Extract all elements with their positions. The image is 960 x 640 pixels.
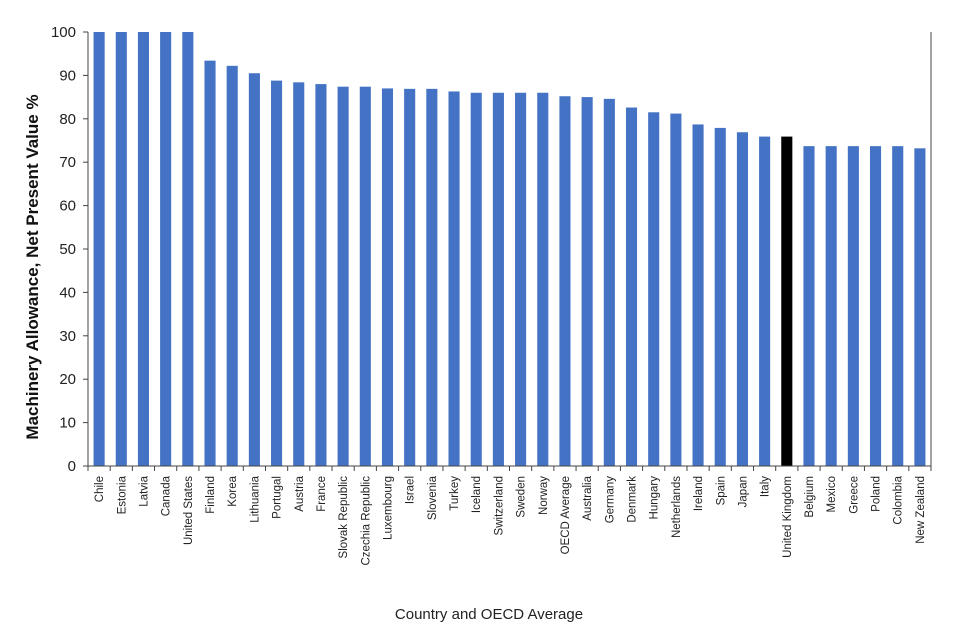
bar-mexico: [825, 146, 837, 466]
x-tick-label-slovenia: Slovenia: [427, 475, 439, 520]
y-tick-label: 10: [59, 415, 76, 432]
bar-austria: [293, 82, 305, 466]
y-tick-label: 40: [59, 284, 76, 301]
x-tick-label-new-zealand: New Zealand: [915, 476, 927, 544]
bar-poland: [869, 146, 882, 466]
x-tick-label-czechia-republic: Czechia Republic: [360, 476, 372, 566]
x-tick-label-chile: Chile: [94, 476, 106, 502]
bar-chile: [93, 32, 105, 466]
x-tick-label-spain: Spain: [715, 476, 727, 505]
bar-france: [315, 84, 327, 466]
x-tick-label-belgium: Belgium: [804, 476, 816, 518]
y-tick-label: 0: [68, 458, 76, 475]
x-tick-label-slovak-republic: Slovak Republic: [338, 476, 350, 559]
y-tick-label: 20: [59, 371, 76, 388]
bar-oecd-average: [559, 96, 571, 466]
x-tick-label-greece: Greece: [848, 476, 860, 514]
x-tick-label-turkey: Turkey: [449, 476, 461, 511]
bar-czechia-republic: [359, 86, 371, 467]
x-tick-label-united-kingdom: United Kingdom: [782, 476, 794, 558]
bar-denmark: [625, 107, 638, 467]
y-tick-label: 100: [51, 24, 76, 41]
bar-finland: [204, 60, 216, 466]
x-tick-label-ireland: Ireland: [693, 476, 705, 511]
x-tick-label-finland: Finland: [205, 476, 217, 514]
bars-group: [93, 32, 926, 467]
bar-greece: [847, 146, 859, 466]
bar-iceland: [470, 92, 482, 466]
x-tick-label-poland: Poland: [871, 476, 883, 512]
bar-new-zealand: [914, 148, 926, 466]
bar-germany: [603, 98, 615, 466]
y-tick-label: 60: [59, 198, 76, 215]
x-tick-label-australia: Australia: [582, 475, 594, 520]
x-tick-label-japan: Japan: [737, 476, 749, 507]
bar-luxembourg: [381, 88, 394, 467]
bar-hungary: [648, 112, 660, 466]
x-tick-label-lithuania: Lithuania: [249, 475, 261, 522]
x-tick-label-hungary: Hungary: [649, 476, 661, 520]
x-tick-label-oecd-average: OECD Average: [560, 476, 572, 554]
bar-norway: [537, 92, 549, 466]
bar-netherlands: [670, 113, 682, 466]
bar-canada: [160, 32, 172, 466]
x-tick-label-austria: Austria: [294, 475, 306, 511]
bar-australia: [581, 97, 593, 466]
bar-united-kingdom: [781, 136, 793, 466]
x-tick-label-france: France: [316, 476, 328, 512]
bar-latvia: [137, 32, 149, 466]
bar-slovak-republic: [337, 86, 349, 467]
x-tick-label-united-states: United States: [183, 476, 195, 545]
x-axis: Chile Estonia Latvia Canada United States Fin…: [87, 465, 932, 566]
x-tick-label-italy: Italy: [760, 476, 772, 497]
x-tick-label-norway: Norway: [538, 476, 550, 515]
bar-italy: [759, 136, 771, 466]
x-tick-label-iceland: Iceland: [471, 476, 483, 513]
x-tick-label-colombia: Colombia: [893, 475, 905, 524]
x-tick-label-canada: Canada: [161, 475, 173, 516]
x-tick-label-denmark: Denmark: [627, 476, 639, 523]
bar-japan: [736, 132, 748, 466]
bar-korea: [226, 65, 238, 466]
y-axis: 0 10 20 30 40 50 60 70 80 90 100: [51, 24, 932, 475]
bar-spain: [714, 127, 726, 466]
bar-united-states: [182, 32, 194, 466]
y-tick-label: 80: [59, 111, 76, 128]
y-tick-label: 70: [59, 154, 76, 171]
x-tick-label-mexico: Mexico: [826, 476, 838, 512]
x-axis-title: Country and OECD Average: [395, 606, 583, 623]
x-tick-label-sweden: Sweden: [516, 476, 528, 518]
x-tick-label-latvia: Latvia: [138, 475, 150, 506]
bar-colombia: [892, 146, 904, 466]
bar-estonia: [115, 32, 127, 466]
bar-slovenia: [426, 88, 438, 466]
bar-ireland: [692, 124, 704, 466]
bar-sweden: [515, 92, 527, 466]
bar-portugal: [271, 80, 283, 467]
x-tick-label-portugal: Portugal: [272, 476, 284, 519]
y-tick-label: 50: [59, 241, 76, 258]
y-tick-label: 90: [59, 67, 76, 84]
x-tick-label-germany: Germany: [604, 476, 616, 524]
x-tick-label-estonia: Estonia: [116, 475, 128, 514]
bar-switzerland: [492, 92, 504, 466]
bar-israel: [404, 88, 416, 466]
x-tick-label-israel: Israel: [405, 476, 417, 504]
bar-turkey: [448, 91, 460, 467]
x-tick-label-netherlands: Netherlands: [671, 476, 683, 538]
bar-belgium: [803, 146, 815, 466]
y-axis-title: Machinery Allowance, Net Present Value %: [23, 94, 42, 439]
bar-lithuania: [248, 73, 260, 466]
x-tick-label-korea: Korea: [227, 475, 239, 506]
y-tick-label: 30: [59, 328, 76, 345]
x-tick-label-luxembourg: Luxembourg: [382, 476, 394, 540]
x-tick-label-switzerland: Switzerland: [493, 476, 505, 535]
